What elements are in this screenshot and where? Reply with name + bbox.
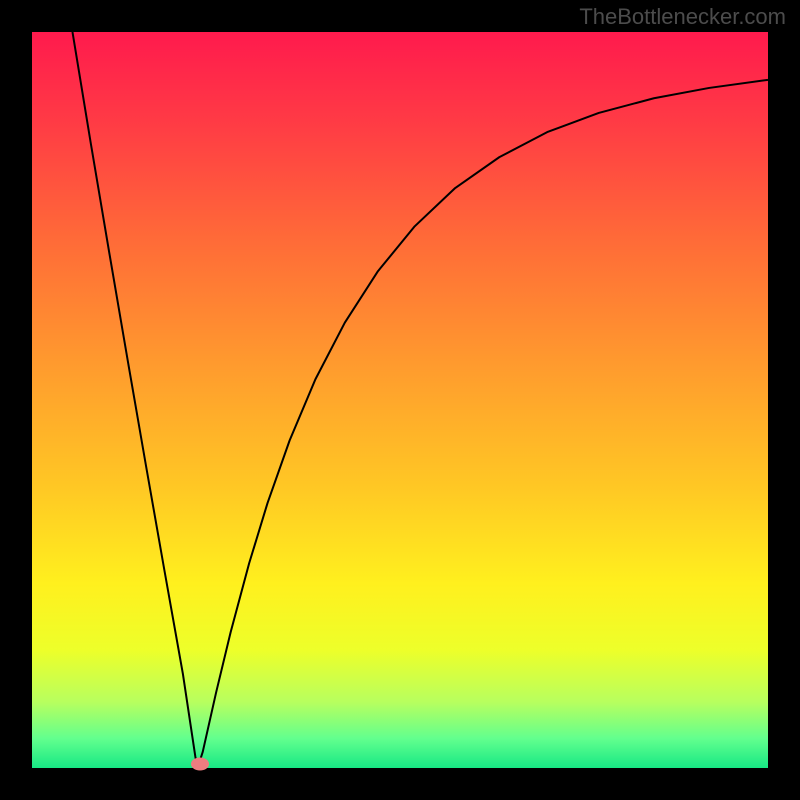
- plot-area: [32, 32, 768, 768]
- bottleneck-curve: [32, 32, 768, 768]
- watermark-text: TheBottlenecker.com: [579, 4, 786, 30]
- optimum-marker: [191, 758, 209, 771]
- chart-frame: TheBottlenecker.com: [0, 0, 800, 800]
